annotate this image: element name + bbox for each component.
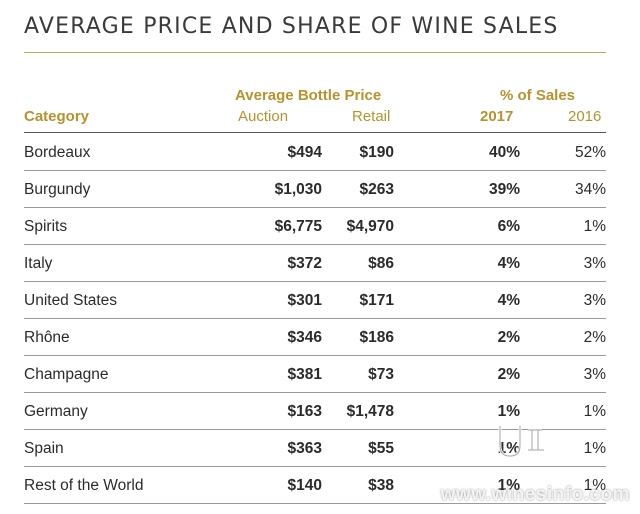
- table-row: Rhône $346 $186 2% 2%: [24, 318, 606, 356]
- category-header: Category: [24, 108, 90, 125]
- category-cell: Rest of the World: [24, 477, 144, 494]
- auction-price-cell: $381: [287, 366, 322, 383]
- table-row: Spain $363 $55 1% 1%: [24, 429, 606, 467]
- category-cell: Burgundy: [24, 181, 91, 198]
- category-cell: Italy: [24, 255, 53, 272]
- sales-2017-cell: 4%: [497, 255, 520, 272]
- sales-2017-cell: 39%: [488, 181, 520, 198]
- sales-2016-cell: 1%: [583, 403, 606, 420]
- sales-2017-cell: 1%: [497, 477, 520, 494]
- page-title: AVERAGE PRICE AND SHARE OF WINE SALES: [24, 14, 559, 39]
- table-row: Burgundy $1,030 $263 39% 34%: [24, 170, 606, 208]
- category-cell: Bordeaux: [24, 144, 91, 161]
- category-cell: Germany: [24, 403, 88, 420]
- sales-2016-cell: 1%: [583, 440, 606, 457]
- retail-price-cell: $38: [368, 477, 394, 494]
- auction-price-cell: $363: [287, 440, 322, 457]
- category-cell: Champagne: [24, 366, 109, 383]
- sales-2017-cell: 4%: [497, 292, 520, 309]
- auction-price-cell: $163: [287, 403, 322, 420]
- category-cell: United States: [24, 292, 118, 309]
- retail-price-cell: $171: [359, 292, 394, 309]
- sales-2017-cell: 2%: [497, 329, 520, 346]
- retail-price-cell: $263: [359, 181, 394, 198]
- retail-price-cell: $1,478: [346, 403, 394, 420]
- table-row: Italy $372 $86 4% 3%: [24, 244, 606, 282]
- auction-price-cell: $1,030: [274, 181, 322, 198]
- retail-price-cell: $55: [368, 440, 394, 457]
- table-row: Germany $163 $1,478 1% 1%: [24, 392, 606, 430]
- retail-price-cell: $186: [359, 329, 394, 346]
- year-2017-header: 2017: [480, 108, 514, 125]
- winesinfo-logo-icon: [498, 426, 544, 458]
- retail-price-cell: $190: [359, 144, 394, 161]
- sales-2016-cell: 3%: [583, 292, 606, 309]
- sales-2016-cell: 34%: [574, 181, 606, 198]
- sales-2016-cell: 52%: [574, 144, 606, 161]
- category-cell: Rhône: [24, 329, 70, 346]
- sales-2017-cell: 2%: [497, 366, 520, 383]
- retail-header: Retail: [352, 108, 391, 125]
- pct-sales-header: % of Sales: [500, 87, 576, 104]
- table-row: Spirits $6,775 $4,970 6% 1%: [24, 207, 606, 245]
- sales-2016-cell: 1%: [583, 218, 606, 235]
- sales-2017-cell: 6%: [497, 218, 520, 235]
- sales-2016-cell: 2%: [583, 329, 606, 346]
- table-row: Rest of the World $140 $38 1% 1%: [24, 466, 606, 504]
- sales-2017-cell: 1%: [497, 403, 520, 420]
- sales-2016-cell: 1%: [583, 477, 606, 494]
- auction-price-cell: $140: [287, 477, 322, 494]
- sales-2017-cell: 40%: [488, 144, 520, 161]
- year-2016-header: 2016: [568, 108, 602, 125]
- title-divider: [24, 52, 606, 53]
- retail-price-cell: $86: [368, 255, 394, 272]
- retail-price-cell: $73: [368, 366, 394, 383]
- auction-price-cell: $494: [287, 144, 322, 161]
- auction-price-cell: $372: [287, 255, 322, 272]
- auction-price-cell: $6,775: [274, 218, 322, 235]
- table-row: United States $301 $171 4% 3%: [24, 281, 606, 319]
- category-cell: Spain: [24, 440, 64, 457]
- avg-price-header: Average Bottle Price: [235, 87, 382, 104]
- retail-price-cell: $4,970: [346, 218, 394, 235]
- watermark-text: www.winesinfo.com: [440, 484, 630, 505]
- auction-header: Auction: [238, 108, 289, 125]
- sales-2016-cell: 3%: [583, 255, 606, 272]
- auction-price-cell: $301: [287, 292, 322, 309]
- table-row: Champagne $381 $73 2% 3%: [24, 355, 606, 393]
- category-cell: Spirits: [24, 218, 68, 235]
- header-divider: [24, 132, 606, 133]
- sales-2016-cell: 3%: [583, 366, 606, 383]
- auction-price-cell: $346: [287, 329, 322, 346]
- table-row: Bordeaux $494 $190 40% 52%: [24, 133, 606, 171]
